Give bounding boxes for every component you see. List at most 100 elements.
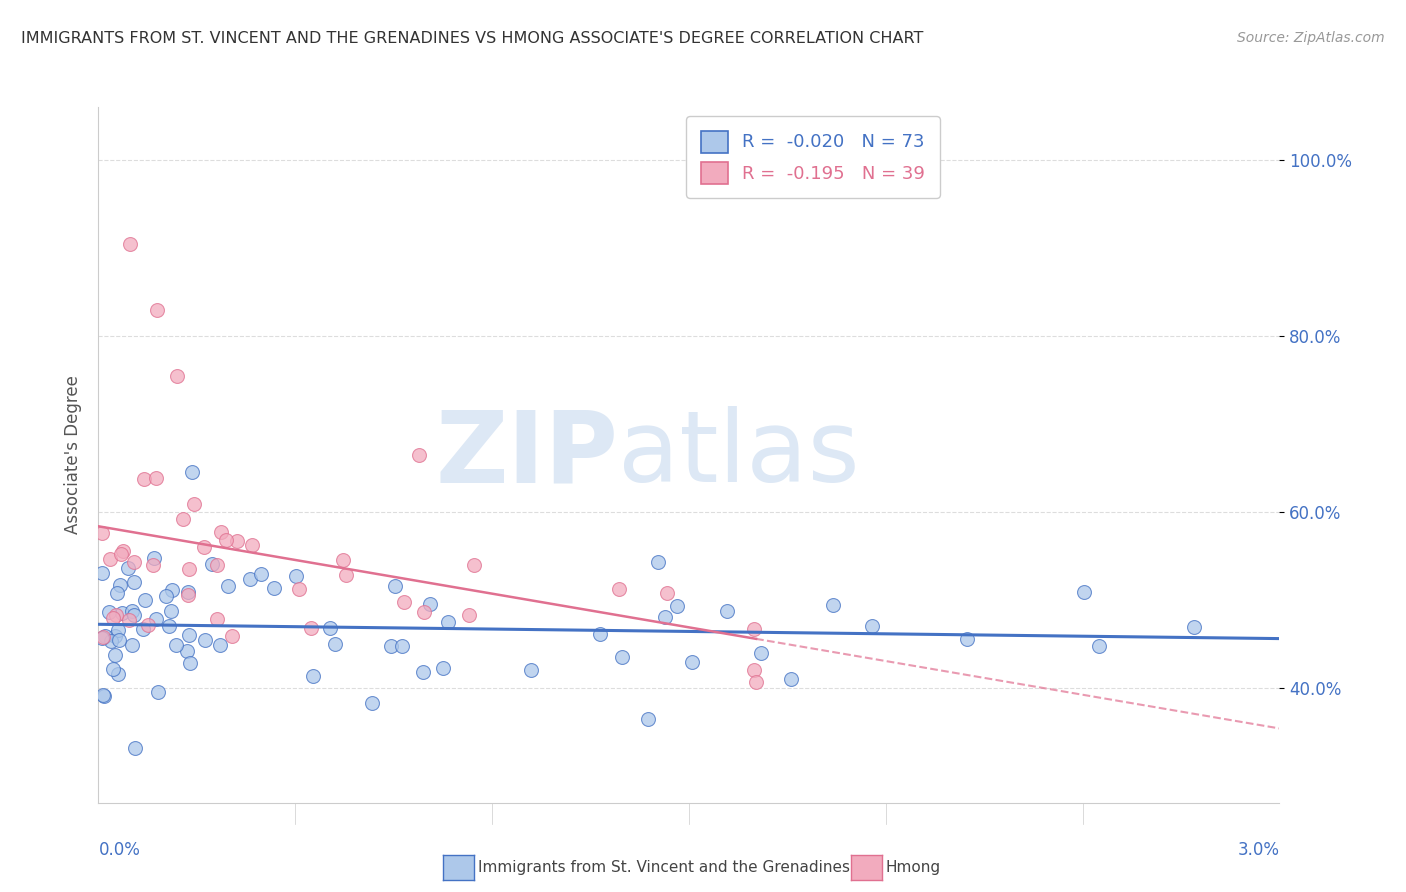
Point xyxy=(288,582,311,596)
Point xyxy=(107,632,129,647)
Point xyxy=(145,612,167,626)
Point xyxy=(121,604,143,618)
Point xyxy=(136,617,159,632)
Point xyxy=(177,628,200,642)
Point xyxy=(142,558,165,572)
Point xyxy=(749,646,772,660)
Point xyxy=(159,619,181,633)
Point xyxy=(665,599,688,613)
Point xyxy=(118,236,141,251)
Point xyxy=(681,655,703,669)
Y-axis label: Associate's Degree: Associate's Degree xyxy=(63,376,82,534)
Point xyxy=(226,534,249,549)
Point xyxy=(110,578,132,592)
Point xyxy=(250,566,273,581)
Point xyxy=(100,633,122,648)
Point xyxy=(637,712,659,726)
Point xyxy=(301,621,323,635)
Point xyxy=(118,613,141,627)
Point xyxy=(610,649,633,664)
Point xyxy=(221,629,243,643)
Point xyxy=(104,648,127,663)
Point xyxy=(132,472,155,486)
Point xyxy=(519,663,541,677)
Point xyxy=(155,589,177,603)
Point xyxy=(193,541,215,555)
Point xyxy=(1182,620,1205,634)
Point xyxy=(821,598,844,612)
Point xyxy=(607,582,630,596)
Point xyxy=(132,623,155,637)
Point xyxy=(589,627,612,641)
Point xyxy=(323,636,346,650)
Point xyxy=(121,638,143,652)
Point xyxy=(117,561,139,575)
Point xyxy=(134,593,156,607)
Point xyxy=(391,640,413,654)
Point xyxy=(205,612,228,626)
Point xyxy=(105,585,128,599)
Text: ZIP: ZIP xyxy=(436,407,619,503)
Text: IMMIGRANTS FROM ST. VINCENT AND THE GRENADINES VS HMONG ASSOCIATE'S DEGREE CORRE: IMMIGRANTS FROM ST. VINCENT AND THE GREN… xyxy=(21,31,924,46)
Point xyxy=(146,302,169,317)
Point xyxy=(302,669,325,683)
Point xyxy=(148,684,170,698)
Point xyxy=(107,623,129,637)
Point xyxy=(263,582,285,596)
Point xyxy=(93,689,115,703)
Point xyxy=(94,629,117,643)
Point xyxy=(124,741,146,756)
Point xyxy=(209,525,232,540)
Text: atlas: atlas xyxy=(619,407,859,503)
Point xyxy=(177,585,200,599)
Point xyxy=(361,696,384,710)
Point xyxy=(122,575,145,590)
Point xyxy=(194,633,217,648)
Point xyxy=(166,368,188,383)
Point xyxy=(655,586,678,600)
Point xyxy=(91,632,114,646)
Point xyxy=(91,688,114,702)
Point xyxy=(457,607,479,622)
Point xyxy=(91,630,114,644)
Text: Hmong: Hmong xyxy=(886,861,941,875)
Point xyxy=(176,644,198,658)
Point xyxy=(111,543,134,558)
Point xyxy=(180,465,202,479)
Point xyxy=(392,595,415,609)
Point xyxy=(143,551,166,566)
Point xyxy=(860,619,883,633)
Point xyxy=(145,471,167,485)
Point xyxy=(215,533,238,547)
Legend: R =  -0.020   N = 73, R =  -0.195   N = 39: R = -0.020 N = 73, R = -0.195 N = 39 xyxy=(686,116,939,198)
Point xyxy=(201,557,224,571)
Point xyxy=(160,583,183,598)
Point xyxy=(332,553,354,567)
Point xyxy=(285,569,308,583)
Point xyxy=(177,561,200,575)
Point xyxy=(437,615,460,629)
Point xyxy=(103,662,125,676)
Point xyxy=(101,611,124,625)
Point xyxy=(744,664,766,678)
Point xyxy=(165,638,187,652)
Point xyxy=(380,639,402,653)
Point xyxy=(97,605,120,619)
Point xyxy=(217,579,239,593)
Point xyxy=(779,673,801,687)
Point xyxy=(1073,584,1095,599)
Point xyxy=(110,547,132,561)
Text: 3.0%: 3.0% xyxy=(1237,841,1279,859)
Point xyxy=(413,605,436,619)
Point xyxy=(419,597,441,611)
Point xyxy=(159,604,181,618)
Point xyxy=(745,674,768,689)
Point xyxy=(408,448,430,462)
Point xyxy=(176,588,198,602)
Point xyxy=(111,606,134,620)
Point xyxy=(412,665,434,679)
Point xyxy=(956,632,979,646)
Point xyxy=(104,629,127,643)
Point xyxy=(384,579,406,593)
Point xyxy=(335,568,357,582)
